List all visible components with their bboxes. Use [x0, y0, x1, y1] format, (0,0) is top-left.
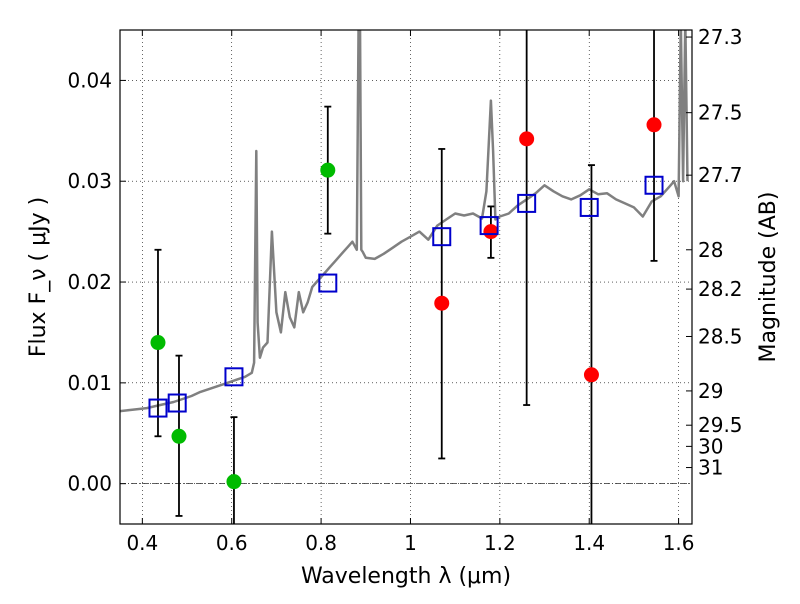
- red-measurements-point: [434, 295, 450, 311]
- red-measurements-point: [519, 131, 535, 147]
- magnitude-tick-label: 27.5: [698, 101, 743, 125]
- green-measurements-point: [226, 474, 242, 490]
- red-measurements-point: [646, 117, 662, 133]
- model-band-flux-square: [148, 398, 168, 418]
- magnitude-tick-label: 29: [698, 379, 723, 403]
- model-band-flux-square: [479, 216, 499, 236]
- y-tick-label: 0.00: [67, 472, 112, 496]
- magnitude-tick-label: 31: [698, 456, 723, 480]
- model-band-flux-square: [432, 227, 452, 247]
- magnitude-tick-label: 28.5: [698, 324, 743, 348]
- magnitude-tick-label: 27.7: [698, 163, 743, 187]
- y-axis-label-left: Flux F_ν ( μJy ): [26, 197, 51, 357]
- y-tick-label: 0.01: [67, 371, 112, 395]
- x-tick-label: 1.2: [484, 531, 516, 555]
- magnitude-tick-label: 28.2: [698, 277, 743, 301]
- y-tick-label: 0.02: [67, 270, 112, 294]
- model-band-flux-square: [579, 197, 599, 217]
- green-measurements-point: [171, 428, 187, 444]
- red-measurements-point: [483, 224, 499, 240]
- x-tick-label: 1.4: [573, 531, 605, 555]
- x-axis-label: Wavelength λ (μm): [301, 564, 511, 589]
- y-axis-label-right: Magnitude (AB): [756, 192, 781, 363]
- x-tick-label: 0.8: [305, 531, 337, 555]
- magnitude-tick-label: 30: [698, 434, 723, 458]
- x-tick-label: 1.6: [663, 531, 695, 555]
- model-band-flux-square: [224, 367, 244, 387]
- magnitude-tick-label: 27.3: [698, 25, 743, 49]
- y-tick-label: 0.03: [67, 169, 112, 193]
- model-band-flux-square: [644, 175, 664, 195]
- axes: 0.4 0.6 0.8 1 1.2 1.4 1.6 0.00 0.01 0.02 0.03 0.04 2…: [67, 25, 742, 555]
- model-spectrum-line: [120, 30, 689, 413]
- green-measurements-point: [320, 162, 336, 178]
- magnitude-tick-label: 29.5: [698, 413, 743, 437]
- plot-area: [120, 30, 689, 524]
- magnitude-tick-label: 28: [698, 238, 723, 262]
- y-tick-label: 0.04: [67, 68, 112, 92]
- x-tick-label: 0.6: [216, 531, 248, 555]
- grid-lines: [120, 30, 692, 524]
- model-band-flux-square: [517, 193, 537, 213]
- x-tick-label: 1: [404, 531, 417, 555]
- green-measurements-point: [150, 335, 166, 351]
- x-tick-label: 0.4: [126, 531, 158, 555]
- model-band-flux-square: [167, 393, 187, 413]
- model-band-flux-square: [318, 273, 338, 293]
- plot-frame: [119, 29, 693, 525]
- red-measurements-point: [583, 367, 599, 383]
